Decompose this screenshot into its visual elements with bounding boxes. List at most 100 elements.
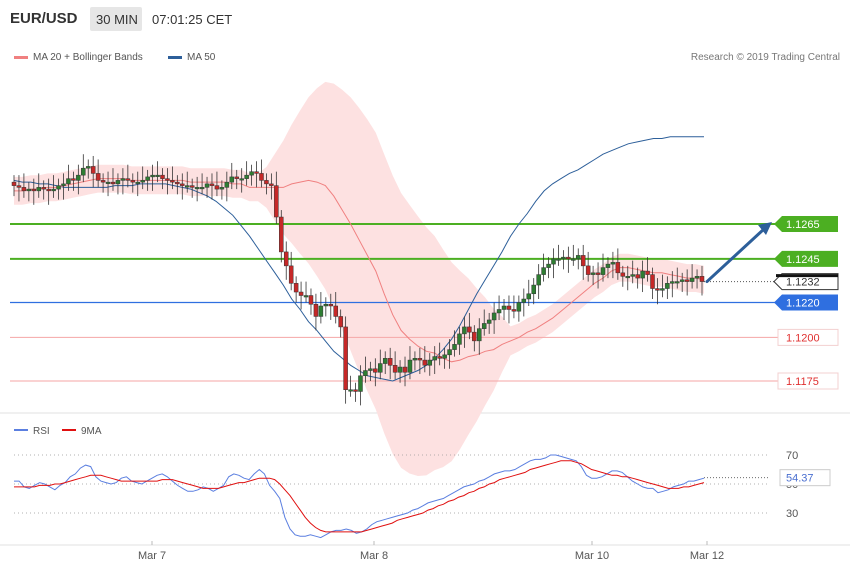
time-label: 07:01:25 CET [152, 12, 233, 27]
timeframe-button[interactable] [90, 7, 142, 31]
bollinger-band [14, 81, 704, 477]
candle-body [590, 272, 596, 275]
level-tag-text: 1.1175 [786, 376, 819, 388]
candle-body [204, 183, 210, 188]
rsi-current-tag [779, 469, 831, 487]
candle-body [244, 174, 249, 179]
candle-body [481, 323, 487, 329]
candle-body [689, 277, 695, 282]
candle-body [402, 366, 408, 373]
ma50-swatch [168, 55, 182, 59]
candle-body [308, 295, 314, 305]
timeframe-label[interactable]: 30 MIN [96, 12, 138, 27]
candle-body [209, 183, 215, 186]
candle-body [150, 174, 155, 178]
symbol-label: EUR/USD [10, 10, 78, 27]
candle-body [175, 181, 180, 185]
candle-body [561, 256, 566, 260]
rsi-tick-label: 70 [786, 450, 798, 462]
candle-body [373, 368, 378, 373]
header-bar: EUR/USD 30 MIN 07:01:25 CET [0, 0, 850, 38]
candle-body [219, 187, 225, 190]
candle-body [288, 265, 294, 284]
candle-body [323, 303, 329, 307]
candle-body [605, 263, 611, 268]
candle-body [645, 270, 650, 275]
candle-body [194, 187, 200, 190]
x-tick-label: Mar 7 [138, 550, 166, 562]
forecast-arrow-line [705, 227, 766, 284]
candle-body [665, 283, 670, 289]
candle-body [521, 298, 527, 303]
candle-body [437, 356, 442, 359]
candle-body [382, 358, 388, 364]
candle-body [506, 305, 512, 310]
candle-body [180, 183, 185, 186]
candle-body [511, 309, 517, 312]
rsi-ma-legend-label: 9MA [81, 426, 102, 437]
candle-body [353, 389, 358, 392]
candle-body [11, 181, 17, 186]
ma20-swatch [14, 55, 28, 59]
candle-body [472, 331, 477, 342]
candle-body [600, 267, 606, 275]
candle-body [462, 326, 467, 335]
candle-body [313, 303, 319, 317]
candle-body [26, 188, 32, 192]
level-tag-text: 1.1232 [786, 277, 820, 289]
level-tag-bg [774, 294, 838, 311]
candle-body [71, 178, 76, 181]
candle-body [531, 284, 536, 295]
candle-body [447, 349, 452, 356]
candle-body [66, 178, 71, 185]
candle-body [368, 368, 373, 371]
candle-body [338, 316, 343, 328]
candle-body [541, 267, 546, 275]
candle-body [61, 183, 66, 186]
candle-body [640, 270, 645, 279]
candle-body [595, 272, 601, 275]
level-tag-last: 1.1232 [773, 273, 839, 291]
candle-body [620, 272, 626, 277]
candle-body [16, 185, 22, 188]
candle-body [90, 166, 96, 174]
candle-body [298, 291, 304, 296]
candle-body [387, 358, 393, 366]
candle-body [363, 370, 368, 377]
candle-body [333, 305, 338, 317]
candle-body [145, 176, 150, 181]
candle-body [546, 263, 551, 268]
candle-body [21, 187, 27, 192]
candle-body [486, 319, 492, 324]
candle-body [571, 258, 576, 261]
candle-body [684, 279, 690, 282]
candle-body [442, 354, 447, 359]
candle-body [551, 258, 556, 265]
level-tag-text: 1.1245 [786, 254, 820, 266]
candle-body [635, 274, 640, 279]
candle-body [115, 180, 121, 185]
x-tick-label: Mar 8 [360, 550, 388, 562]
candle-body [675, 281, 680, 284]
candle-body [274, 185, 279, 218]
candle-body [467, 326, 472, 333]
candle-body [56, 185, 61, 190]
candle-body [46, 188, 51, 192]
x-tick-label: Mar 12 [690, 550, 724, 562]
candle-body [41, 187, 46, 190]
candle-body [630, 274, 635, 277]
ma50-legend-label: MA 50 [187, 52, 216, 63]
copyright-label: Research © 2019 Trading Central [690, 52, 840, 63]
candle-body [170, 180, 175, 183]
candle-body [655, 288, 660, 291]
rsi-ma-line [14, 460, 705, 533]
candle-body [625, 276, 631, 279]
level-tag-text: 1.1265 [786, 219, 820, 231]
forecast-arrow-head [758, 222, 772, 235]
candle-body [199, 187, 205, 190]
candle-body [214, 185, 220, 190]
candle-body [585, 265, 591, 275]
level-tag-target_1: 1.1245 [774, 250, 838, 267]
candle-body [422, 359, 428, 366]
